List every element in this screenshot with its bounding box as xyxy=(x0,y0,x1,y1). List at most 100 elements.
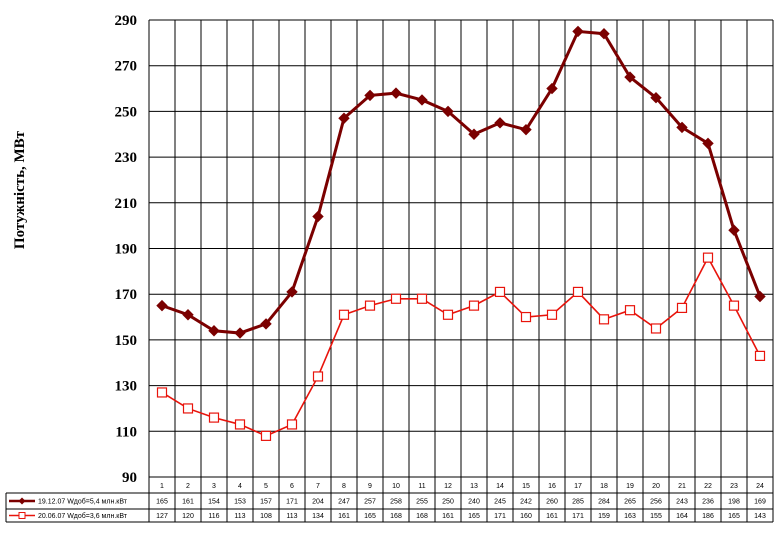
x-tick-label: 19 xyxy=(626,483,634,490)
x-tick-label: 13 xyxy=(470,483,478,490)
y-tick-label: 110 xyxy=(115,424,137,440)
table-value: 116 xyxy=(208,513,219,520)
legend-marker xyxy=(18,497,26,505)
table-value: 243 xyxy=(676,499,688,506)
table-value: 134 xyxy=(312,513,324,520)
legend-marker xyxy=(18,512,26,519)
legend-label: 19.12.07 Wдоб=5,4 млн.кВт xyxy=(38,498,128,506)
table-value: 169 xyxy=(754,499,766,506)
x-tick-label: 10 xyxy=(392,483,400,490)
data-point xyxy=(572,286,584,298)
table-value: 168 xyxy=(416,513,428,520)
table-value: 159 xyxy=(598,513,610,520)
table-value: 245 xyxy=(494,499,506,506)
data-point xyxy=(468,300,480,311)
table-value: 250 xyxy=(442,499,454,506)
data-point xyxy=(416,293,428,304)
data-point xyxy=(624,305,636,316)
y-axis-label: Потужність, МВт xyxy=(12,130,28,249)
table-value: 161 xyxy=(442,513,454,520)
table-value: 113 xyxy=(286,513,297,520)
x-tick-label: 18 xyxy=(600,483,608,490)
series-lines xyxy=(156,25,766,441)
table-value: 160 xyxy=(520,513,532,520)
x-tick-label: 11 xyxy=(418,483,425,490)
table-value: 242 xyxy=(520,499,532,506)
y-tick-label: 290 xyxy=(115,13,138,29)
data-point xyxy=(182,403,194,414)
x-tick-label: 5 xyxy=(264,483,268,490)
data-point xyxy=(754,290,766,303)
data-point xyxy=(520,123,532,136)
x-tick-label: 3 xyxy=(212,483,216,490)
table-value: 155 xyxy=(650,513,662,520)
data-point xyxy=(598,28,610,40)
y-tick-labels: 90 110 130 150 170 190 210 230 250 270 290 xyxy=(115,13,138,486)
table-value: 257 xyxy=(364,499,376,506)
table-value: 256 xyxy=(650,499,662,506)
table-value: 163 xyxy=(624,513,636,520)
data-point xyxy=(650,91,662,104)
data-point xyxy=(260,318,272,330)
data-point xyxy=(650,323,662,334)
data-point xyxy=(416,94,428,106)
data-point xyxy=(520,311,532,323)
table-value: 247 xyxy=(338,499,350,506)
data-point xyxy=(442,309,454,320)
table-value: 161 xyxy=(182,499,194,506)
x-tick-label: 9 xyxy=(368,483,372,490)
table-value: 284 xyxy=(598,499,610,506)
x-tick-label: 8 xyxy=(342,483,346,490)
table-value: 143 xyxy=(754,513,766,520)
y-tick-label: 230 xyxy=(115,150,138,166)
y-tick-label: 270 xyxy=(115,59,138,75)
data-table: 1 2 3 4 5 6 7 8 9 10 11 12 13 14 15 16 17 18 19 20 21 22 23 241… xyxy=(5,483,773,523)
y-tick-label: 90 xyxy=(122,470,137,486)
x-tick-label: 2 xyxy=(186,483,190,490)
data-point xyxy=(624,71,636,83)
table-value: 165 xyxy=(364,513,376,520)
x-tick-label: 7 xyxy=(316,483,320,490)
table-value: 285 xyxy=(572,499,584,506)
data-point xyxy=(208,325,220,337)
table-value: 157 xyxy=(260,499,272,506)
series-line xyxy=(161,29,762,335)
data-point xyxy=(364,300,376,311)
data-point xyxy=(156,387,168,398)
data-point xyxy=(286,419,298,430)
table-value: 165 xyxy=(728,513,740,520)
table-value: 171 xyxy=(494,513,506,520)
data-point xyxy=(390,293,402,304)
data-point xyxy=(572,25,584,38)
x-tick-label: 16 xyxy=(548,483,556,490)
data-point xyxy=(728,300,740,311)
table-value: 240 xyxy=(468,499,480,506)
table-value: 153 xyxy=(234,499,246,506)
table-value: 165 xyxy=(156,499,168,506)
data-point xyxy=(364,89,376,102)
data-point xyxy=(702,137,714,150)
x-tick-label: 17 xyxy=(574,483,582,490)
x-tick-label: 6 xyxy=(290,483,294,490)
y-tick-label: 150 xyxy=(115,333,138,349)
table-value: 113 xyxy=(234,513,245,520)
data-point xyxy=(702,252,714,263)
table-value: 161 xyxy=(546,513,558,520)
x-tick-label: 23 xyxy=(730,483,738,490)
y-tick-label: 250 xyxy=(115,104,138,120)
data-point xyxy=(286,286,298,298)
x-tick-label: 15 xyxy=(522,483,530,490)
x-tick-label: 12 xyxy=(444,483,452,490)
table-value: 108 xyxy=(260,513,272,520)
y-tick-label: 170 xyxy=(115,287,138,303)
x-tick-label: 4 xyxy=(238,483,242,490)
data-point xyxy=(468,128,480,140)
x-tick-label: 14 xyxy=(496,483,504,490)
table-value: 204 xyxy=(312,499,324,506)
table-value: 161 xyxy=(338,513,350,520)
data-point xyxy=(260,430,272,441)
table-value: 265 xyxy=(624,499,636,506)
data-point xyxy=(390,87,402,99)
data-point xyxy=(182,309,194,321)
